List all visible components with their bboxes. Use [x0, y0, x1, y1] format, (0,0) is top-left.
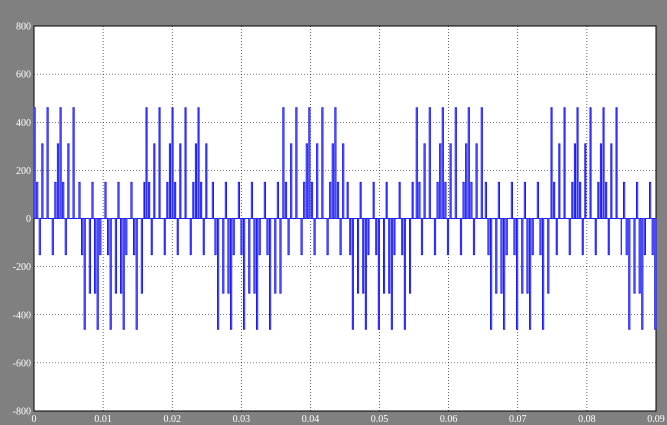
x-tick-label: 0.09 — [647, 414, 665, 425]
y-tick-label: 800 — [16, 22, 31, 33]
x-tick-label: 0.05 — [371, 414, 389, 425]
y-tick-label: 400 — [16, 118, 31, 129]
y-tick-label: 600 — [16, 70, 31, 81]
y-tick-label: -800 — [13, 407, 31, 418]
y-tick-label: -600 — [13, 358, 31, 369]
x-tick-label: 0.02 — [163, 414, 181, 425]
x-tick-label: 0.03 — [233, 414, 251, 425]
y-tick-label: 0 — [26, 214, 31, 225]
x-tick-label: 0 — [32, 414, 37, 425]
signal-trace — [33, 107, 657, 330]
series-line — [33, 107, 657, 330]
x-tick-label: 0.08 — [578, 414, 596, 425]
y-axis-tick-labels: 800 600 400 200 0 -200 -400 -600 -800 — [13, 22, 31, 418]
y-tick-label: 200 — [16, 166, 31, 177]
x-tick-label: 0.06 — [440, 414, 458, 425]
y-tick-label: -200 — [13, 262, 31, 273]
x-tick-label: 0.07 — [509, 414, 527, 425]
x-tick-label: 0.01 — [94, 414, 112, 425]
y-tick-label: -400 — [13, 310, 31, 321]
x-tick-label: 0.04 — [302, 414, 320, 425]
x-axis-tick-labels: 0 0.01 0.02 0.03 0.04 0.05 0.06 0.07 0.08 0.09 — [32, 414, 665, 425]
